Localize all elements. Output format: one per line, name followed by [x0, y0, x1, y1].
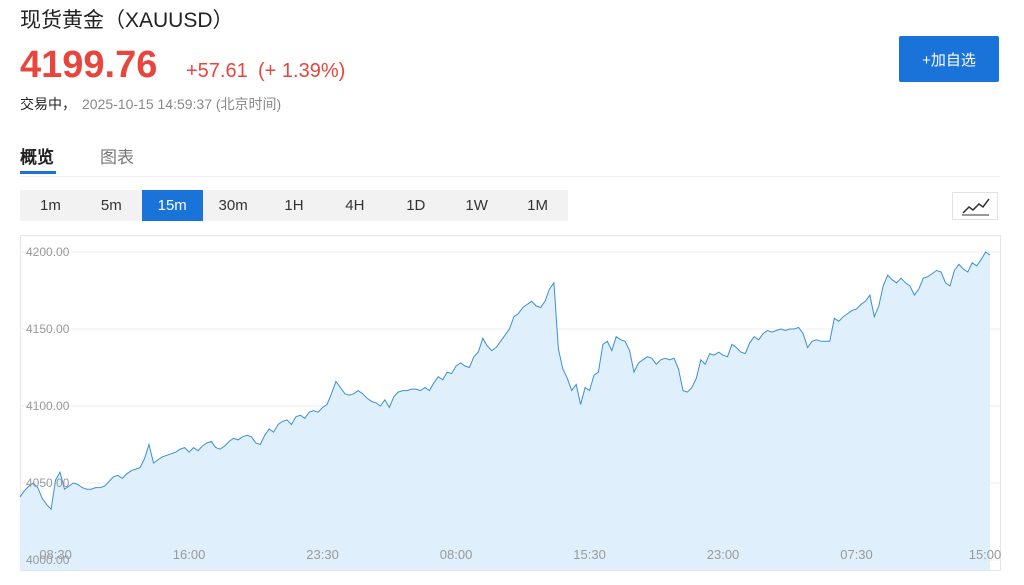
- interval-button[interactable]: 1m: [40, 197, 61, 214]
- x-tick-label: 15:00: [969, 547, 1002, 562]
- interval-button[interactable]: 30m: [218, 197, 248, 214]
- trading-status: 交易中，: [20, 96, 76, 112]
- x-tick-label: 07:30: [840, 547, 873, 562]
- timestamp: 2025-10-15 14:59:37 (北京时间): [82, 96, 282, 112]
- watch-button[interactable]: +加自选: [899, 36, 999, 82]
- interval-button[interactable]: 1D: [406, 197, 426, 214]
- tab[interactable]: 概览: [20, 148, 54, 167]
- y-tick-label: 4100.00: [26, 399, 70, 413]
- price-change: +57.61: [186, 60, 248, 82]
- x-tick-label: 08:00: [440, 547, 473, 562]
- y-tick-label: 4000.00: [26, 553, 70, 567]
- chart-frame: [20, 235, 1001, 571]
- area: [20, 252, 990, 570]
- price-change-percent: (+ 1.39%): [258, 60, 346, 82]
- line: [19, 251, 991, 511]
- tab-indicator: [20, 171, 56, 174]
- y-tick-label: 4050.00: [26, 476, 70, 490]
- y-tick-label: 4200.00: [26, 245, 70, 259]
- interval-button[interactable]: 5m: [100, 197, 122, 214]
- chart-type-icon: [962, 198, 990, 216]
- x-tick-label: 15:30: [573, 547, 606, 562]
- title: 现货黄金（XAUUSD）: [20, 9, 234, 32]
- tab[interactable]: 图表: [100, 148, 134, 167]
- interval-button[interactable]: 1M: [527, 197, 548, 214]
- interval-button[interactable]: 1W: [465, 197, 488, 214]
- price: 4199.76: [20, 44, 158, 86]
- x-tick-label: 23:30: [306, 547, 339, 562]
- x-tick-label: 16:00: [173, 547, 206, 562]
- interval-bar: 1m 5m 15m 30m 1H 4H 1D 1W 1M: [20, 190, 568, 221]
- x-tick-label: 08:30: [39, 547, 72, 562]
- interval-button[interactable]: 1H: [284, 197, 304, 214]
- divider: [20, 176, 1000, 177]
- interval-button[interactable]: 15m: [141, 190, 203, 221]
- chart-type-button[interactable]: [952, 192, 998, 220]
- y-tick-label: 4150.00: [26, 322, 70, 336]
- interval-button[interactable]: 4H: [345, 197, 365, 214]
- x-tick-label: 23:00: [707, 547, 740, 562]
